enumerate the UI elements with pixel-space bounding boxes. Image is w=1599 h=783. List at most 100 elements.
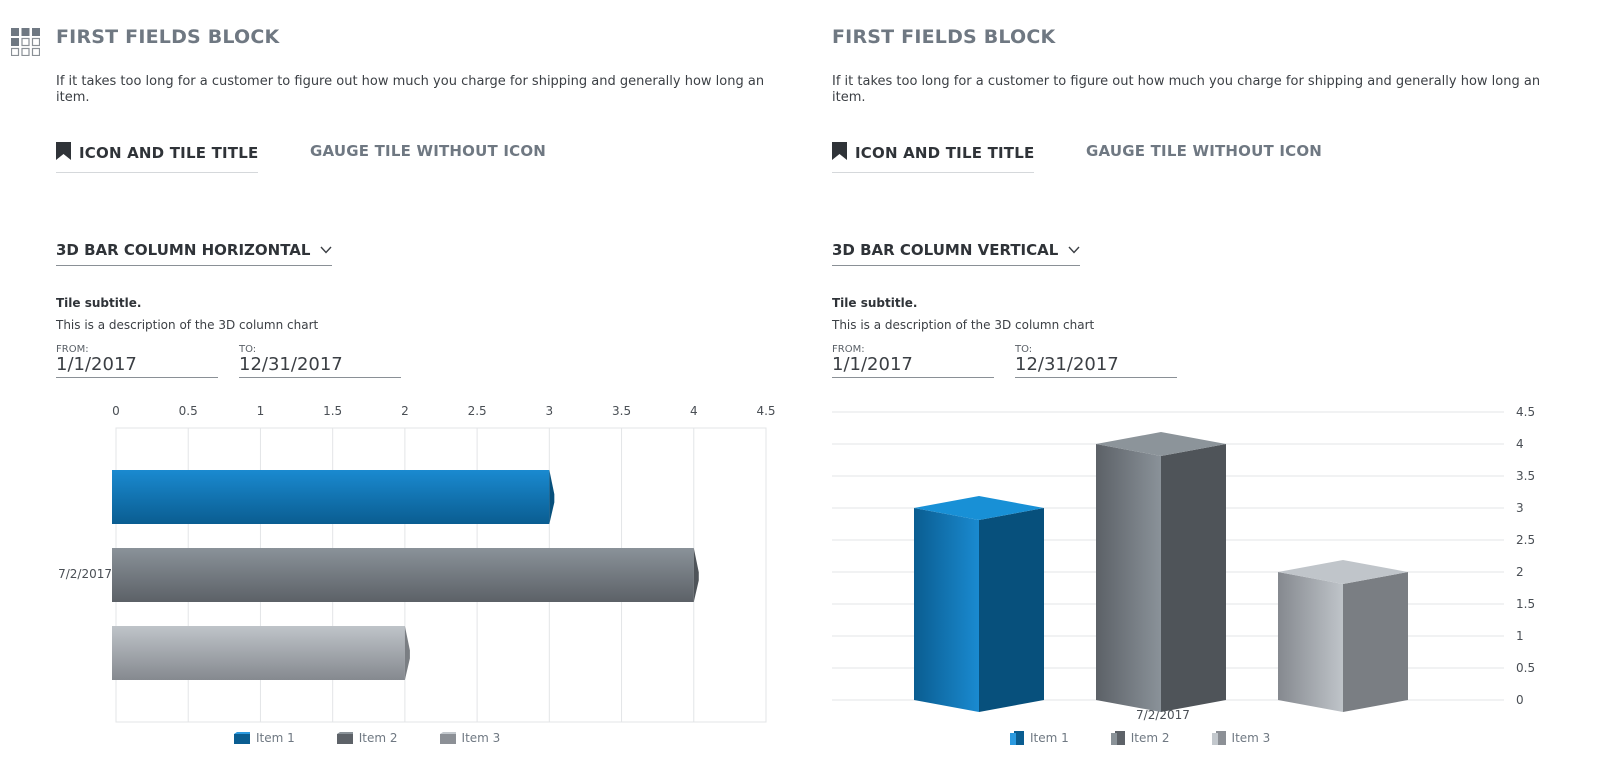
tab-gauge-tile-without-icon[interactable]: GAUGE TILE WITHOUT ICON xyxy=(1086,142,1323,160)
category-label: 7/2/2017 xyxy=(1136,708,1190,722)
tab-icon-and-tile-title[interactable]: ICON AND TILE TITLE xyxy=(832,142,1035,173)
column-front-face xyxy=(1278,572,1343,712)
x-tick-label: 0 xyxy=(112,404,120,418)
bookmark-icon xyxy=(56,142,71,160)
legend-item-2[interactable]: Item 2 xyxy=(1110,731,1170,745)
legend-item-3[interactable]: Item 3 xyxy=(1211,731,1271,745)
bar-end xyxy=(404,626,410,680)
column-item-3 xyxy=(1278,560,1408,712)
legend-swatch-icon xyxy=(1110,731,1125,745)
to-date-field[interactable]: TO: 12/31/2017 xyxy=(239,344,401,378)
column-top-face xyxy=(1096,432,1226,456)
to-value: 12/31/2017 xyxy=(239,354,343,375)
legend-label: Item 2 xyxy=(358,731,398,745)
tile-subtitle: Tile subtitle. xyxy=(56,296,142,310)
from-label: FROM: xyxy=(56,344,89,355)
tab-label: ICON AND TILE TITLE xyxy=(855,144,1035,162)
bar-item-1 xyxy=(112,470,555,524)
to-label: TO: xyxy=(239,344,257,355)
y-tick-label: 1 xyxy=(1516,629,1524,643)
y-tick-label: 2 xyxy=(1516,565,1524,579)
chart-type-dropdown[interactable]: 3D BAR COLUMN HORIZONTAL xyxy=(56,241,333,266)
tab-label: ICON AND TILE TITLE xyxy=(79,144,259,162)
column-item-2 xyxy=(1096,432,1226,712)
chevron-down-icon xyxy=(1068,246,1080,254)
dropdown-label: 3D BAR COLUMN VERTICAL xyxy=(832,241,1059,259)
x-tick-label: 4.5 xyxy=(756,404,775,418)
column-top-face xyxy=(1278,560,1408,584)
y-tick-label: 1.5 xyxy=(1516,597,1535,611)
category-label: 7/2/2017 xyxy=(58,567,112,581)
x-tick-label: 1 xyxy=(257,404,265,418)
chart-legend: Item 1 Item 2 Item 3 xyxy=(234,731,542,745)
grid-icon[interactable] xyxy=(11,28,40,56)
tile-subtitle: Tile subtitle. xyxy=(832,296,918,310)
y-tick-label: 4 xyxy=(1516,437,1524,451)
x-tick-label: 2.5 xyxy=(468,404,487,418)
y-tick-label: 4.5 xyxy=(1516,405,1535,419)
bar-end xyxy=(549,470,555,524)
from-value: 1/1/2017 xyxy=(832,354,913,375)
y-tick-label: 2.5 xyxy=(1516,533,1535,547)
legend-swatch-icon xyxy=(336,732,353,744)
from-date-field[interactable]: FROM: 1/1/2017 xyxy=(56,344,218,378)
from-date-field[interactable]: FROM: 1/1/2017 xyxy=(832,344,994,378)
x-tick-label: 3 xyxy=(546,404,554,418)
x-tick-label: 0.5 xyxy=(179,404,198,418)
chart-legend: Item 1 Item 2 Item 3 xyxy=(1010,731,1312,745)
legend-label: Item 1 xyxy=(1030,731,1069,745)
to-label: TO: xyxy=(1015,344,1033,355)
panel-vertical: FIRST FIELDS BLOCK If it takes too long … xyxy=(832,0,1599,783)
column-front-face xyxy=(1096,444,1161,712)
legend-label: Item 3 xyxy=(461,731,501,745)
to-date-field[interactable]: TO: 12/31/2017 xyxy=(1015,344,1177,378)
legend-swatch-icon xyxy=(1211,731,1226,745)
tile-description: This is a description of the 3D column c… xyxy=(56,318,319,332)
block-title: FIRST FIELDS BLOCK xyxy=(832,26,1056,48)
dropdown-label: 3D BAR COLUMN HORIZONTAL xyxy=(56,241,311,259)
horizontal-3d-bar-chart: 0 0.5 1 1.5 2 2.5 3 3.5 4 4.5 7/2/2017 xyxy=(58,404,776,723)
chevron-down-icon xyxy=(320,246,332,254)
x-tick-label: 1.5 xyxy=(323,404,342,418)
legend-label: Item 2 xyxy=(1130,731,1170,745)
column-item-1 xyxy=(914,496,1044,712)
column-top-face xyxy=(914,496,1044,520)
to-value: 12/31/2017 xyxy=(1015,354,1119,375)
chart-type-dropdown[interactable]: 3D BAR COLUMN VERTICAL xyxy=(832,241,1081,266)
bookmark-icon xyxy=(832,142,847,160)
y-tick-label: 3.5 xyxy=(1516,469,1535,483)
legend-item-3[interactable]: Item 3 xyxy=(439,731,501,745)
column-side-face xyxy=(1161,444,1226,712)
tab-icon-and-tile-title[interactable]: ICON AND TILE TITLE xyxy=(56,142,259,173)
block-title: FIRST FIELDS BLOCK xyxy=(56,26,280,48)
bar-item-2 xyxy=(112,548,699,602)
legend-swatch-icon xyxy=(234,732,250,744)
tab-gauge-tile-without-icon[interactable]: GAUGE TILE WITHOUT ICON xyxy=(310,142,547,160)
block-description: If it takes too long for a customer to f… xyxy=(56,74,765,105)
block-description: If it takes too long for a customer to f… xyxy=(832,74,1541,105)
column-front-face xyxy=(914,508,979,712)
from-value: 1/1/2017 xyxy=(56,354,137,375)
column-side-face xyxy=(979,508,1044,712)
tile-description: This is a description of the 3D column c… xyxy=(832,318,1095,332)
y-tick-label: 0.5 xyxy=(1516,661,1535,675)
x-tick-label: 2 xyxy=(401,404,409,418)
legend-swatch-icon xyxy=(439,732,456,744)
legend-item-1[interactable]: Item 1 xyxy=(1010,731,1069,745)
legend-swatch-icon xyxy=(1010,731,1024,745)
column-side-face xyxy=(1343,572,1408,712)
bar-face xyxy=(112,626,405,680)
legend-label: Item 1 xyxy=(256,731,295,745)
bar-face xyxy=(112,548,694,602)
from-label: FROM: xyxy=(832,344,865,355)
vertical-3d-column-chart: 0 0.5 1 1.5 2 2.5 3 3.5 4 4.5 7/2/2017 xyxy=(832,405,1535,722)
legend-item-1[interactable]: Item 1 xyxy=(234,731,295,745)
bar-face xyxy=(112,470,550,524)
legend-label: Item 3 xyxy=(1231,731,1271,745)
y-tick-label: 3 xyxy=(1516,501,1524,515)
bar-end xyxy=(693,548,699,602)
panel-horizontal: FIRST FIELDS BLOCK If it takes too long … xyxy=(56,0,836,783)
legend-item-2[interactable]: Item 2 xyxy=(336,731,398,745)
bar-item-3 xyxy=(112,626,410,680)
x-tick-label: 3.5 xyxy=(612,404,631,418)
